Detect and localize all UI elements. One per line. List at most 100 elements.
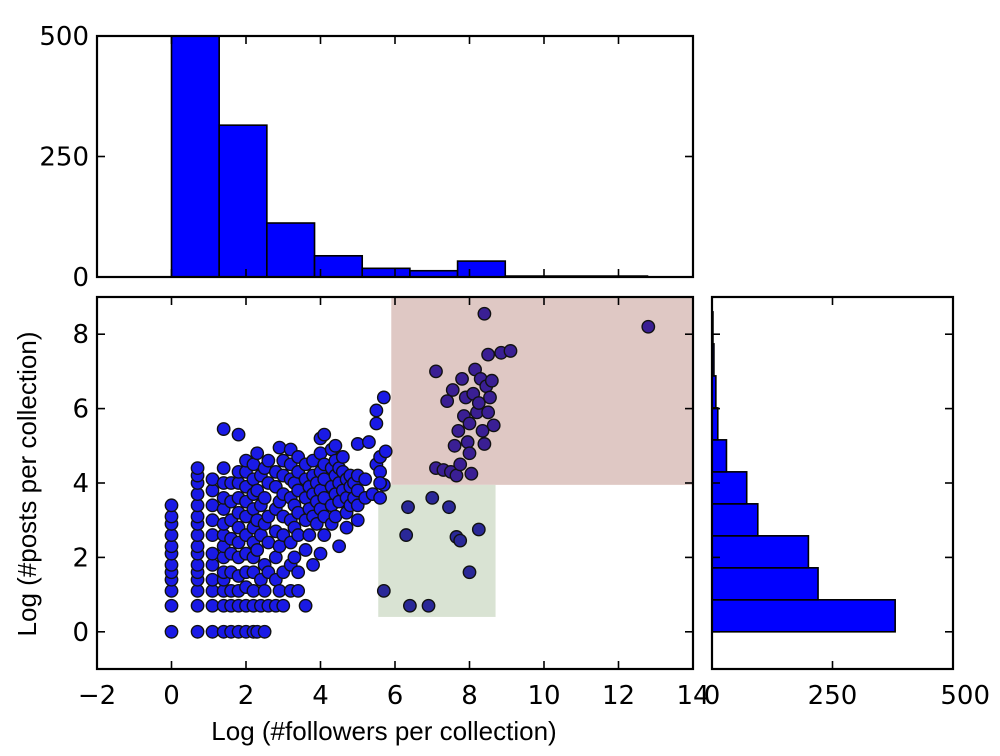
scatter-point (442, 500, 456, 515)
scatter-point (477, 306, 492, 321)
scatter-point (272, 440, 287, 455)
scatter-point (376, 390, 391, 405)
histogram-bar (361, 267, 411, 278)
x-tick-label: 0 (163, 681, 180, 711)
scatter-point (486, 418, 501, 433)
scatter-points (164, 306, 656, 639)
scatter-point (190, 461, 205, 476)
x-tick-label: 8 (461, 681, 478, 711)
scatter-point (328, 438, 343, 453)
x-axis-label: Log (#followers per collection) (211, 716, 556, 746)
scatter-point (298, 543, 313, 557)
scatter-point (190, 598, 205, 613)
scatter-point (250, 446, 265, 461)
y-tick-label: 4 (72, 469, 89, 499)
scatter-point (317, 528, 332, 542)
histogram-bar (456, 260, 507, 278)
scatter-point (291, 583, 306, 598)
scatter-panel: −2 0 2 4 6 8 10 12 14 0 2 4 6 8 Log (#followers per … (12, 295, 710, 746)
histogram-bar (711, 503, 759, 537)
y-tick-label: 0 (72, 263, 89, 293)
x-tick-label: 4 (312, 681, 329, 711)
scatter-xticks: −2 0 2 4 6 8 10 12 14 (78, 297, 710, 711)
scatter-point (164, 598, 179, 613)
scatter-point (302, 528, 317, 542)
histogram-bar (266, 222, 316, 278)
scatter-point (641, 319, 656, 334)
scatter-point (276, 598, 291, 613)
y-tick-label: 6 (72, 395, 89, 425)
scatter-point (164, 624, 179, 639)
y-tick-label: 250 (39, 143, 89, 173)
x-tick-label: −2 (78, 681, 116, 711)
highlight-regions (378, 297, 693, 617)
scatter-point (471, 522, 486, 537)
x-tick-label: 250 (808, 681, 858, 711)
y-tick-label: 2 (72, 543, 89, 573)
scatter-point (190, 624, 205, 639)
x-tick-label: 500 (940, 681, 990, 711)
histogram-bar (711, 439, 728, 473)
scatter-yticks: 0 2 4 6 8 (72, 320, 693, 648)
scatter-point (481, 347, 496, 362)
scatter-point (484, 373, 499, 388)
top-histogram-bars (170, 35, 649, 278)
histogram-bar (711, 599, 896, 633)
top-histogram-panel: 0 250 500 (39, 22, 695, 293)
scatter-point (216, 461, 231, 476)
scatter-point (453, 457, 468, 472)
scatter-point (451, 424, 466, 438)
x-tick-label: 10 (527, 681, 560, 711)
scatter-point (471, 396, 486, 410)
scatter-point (376, 583, 391, 598)
scatter-point (483, 390, 497, 405)
y-axis-label: Log (#posts per collection) (12, 332, 42, 637)
scatter-point (378, 444, 393, 459)
scatter-point (464, 466, 479, 481)
scatter-point (257, 490, 272, 505)
scatter-point (287, 550, 302, 565)
scatter-point (261, 453, 276, 468)
scatter-point (455, 371, 469, 386)
scatter-point (313, 546, 328, 561)
scatter-point (477, 437, 492, 451)
scatter-point (421, 598, 436, 613)
x-tick-label: 0 (704, 681, 721, 711)
histogram-bar (711, 471, 748, 505)
scatter-point (335, 450, 350, 464)
scatter-point (291, 565, 306, 580)
scatter-point (440, 394, 455, 409)
scatter-point (373, 490, 387, 505)
x-tick-label: 12 (602, 681, 635, 711)
right-histogram-xticks: 0 250 500 (704, 297, 990, 711)
scatter-point (350, 513, 365, 528)
histogram-bar (218, 124, 268, 278)
scatter-point (362, 435, 376, 449)
scatter-point (298, 598, 313, 613)
x-tick-label: 14 (676, 681, 709, 711)
scatter-point (250, 543, 265, 557)
scatter-point (481, 405, 496, 420)
scatter-point (216, 422, 231, 436)
scatter-point (306, 557, 320, 572)
scatter-point (257, 583, 272, 598)
scatter-point (164, 498, 179, 513)
histogram-bar (313, 254, 364, 278)
x-tick-label: 6 (387, 681, 404, 711)
scatter-point (447, 438, 462, 453)
scatter-point (339, 520, 354, 535)
scatter-point (231, 427, 246, 442)
scatter-point (369, 403, 384, 418)
histogram-bar (170, 35, 220, 278)
highlight-region (378, 484, 496, 617)
scatter-point (358, 472, 373, 487)
top-histogram-yticks: 0 250 500 (39, 22, 694, 293)
right-histogram-panel: 0 250 500 (704, 295, 990, 711)
scatter-point (401, 500, 415, 515)
scatter-point (332, 539, 347, 554)
y-tick-label: 0 (72, 618, 89, 648)
scatter-point (453, 533, 468, 548)
scatter-point (373, 476, 387, 490)
scatter-point (317, 427, 332, 442)
